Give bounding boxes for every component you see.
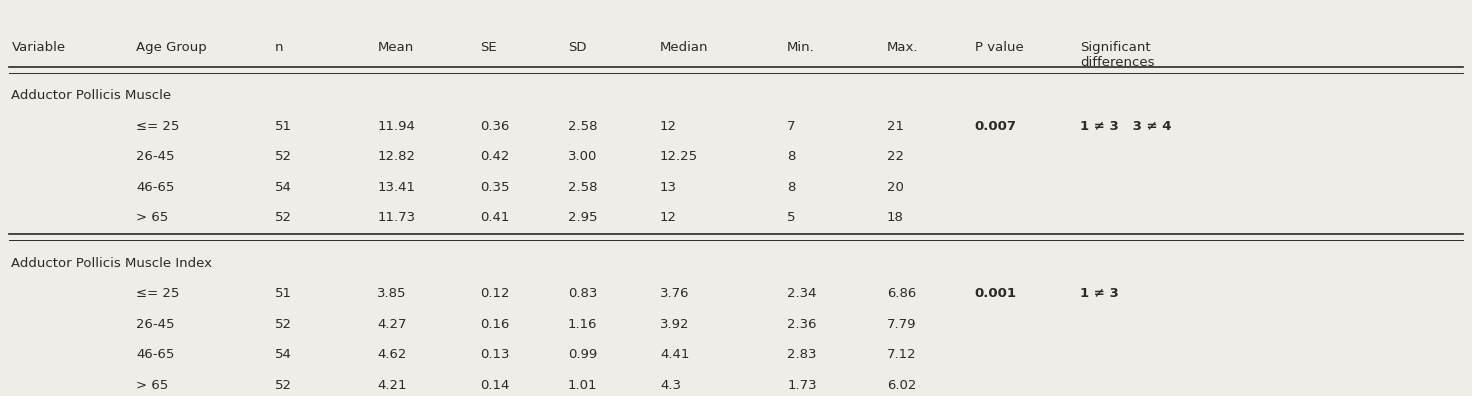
Text: 5: 5 [788,211,796,224]
Text: Min.: Min. [788,41,815,54]
Text: Median: Median [659,41,708,54]
Text: 4.41: 4.41 [659,348,689,361]
Text: 2.34: 2.34 [788,287,817,301]
Text: 7.12: 7.12 [886,348,917,361]
Text: Adductor Pollicis Muscle: Adductor Pollicis Muscle [12,89,172,103]
Text: 0.13: 0.13 [480,348,509,361]
Text: 21: 21 [886,120,904,133]
Text: 2.58: 2.58 [568,120,598,133]
Text: 20: 20 [886,181,904,194]
Text: 1.01: 1.01 [568,379,598,392]
Text: 3.85: 3.85 [377,287,406,301]
Text: P value: P value [974,41,1023,54]
Text: SE: SE [480,41,496,54]
Text: 4.21: 4.21 [377,379,406,392]
Text: > 65: > 65 [135,211,168,224]
Text: 51: 51 [275,287,291,301]
Text: 6.86: 6.86 [886,287,916,301]
Text: 12: 12 [659,211,677,224]
Text: 3.00: 3.00 [568,150,598,163]
Text: 4.27: 4.27 [377,318,406,331]
Text: Mean: Mean [377,41,414,54]
Text: 54: 54 [275,348,291,361]
Text: 7: 7 [788,120,796,133]
Text: 2.83: 2.83 [788,348,817,361]
Text: 51: 51 [275,120,291,133]
Text: 1.16: 1.16 [568,318,598,331]
Text: Significant
differences: Significant differences [1080,41,1154,69]
Text: 4.62: 4.62 [377,348,406,361]
Text: 46-65: 46-65 [135,348,174,361]
Text: 52: 52 [275,318,291,331]
Text: 0.42: 0.42 [480,150,509,163]
Text: Adductor Pollicis Muscle Index: Adductor Pollicis Muscle Index [12,257,212,270]
Text: 7.79: 7.79 [886,318,916,331]
Text: 0.36: 0.36 [480,120,509,133]
Text: Age Group: Age Group [135,41,206,54]
Text: 11.73: 11.73 [377,211,415,224]
Text: 0.16: 0.16 [480,318,509,331]
Text: 13.41: 13.41 [377,181,415,194]
Text: ≤= 25: ≤= 25 [135,287,180,301]
Text: 11.94: 11.94 [377,120,415,133]
Text: 2.58: 2.58 [568,181,598,194]
Text: 13: 13 [659,181,677,194]
Text: SD: SD [568,41,586,54]
Text: 0.14: 0.14 [480,379,509,392]
Text: 3.76: 3.76 [659,287,689,301]
Text: 2.95: 2.95 [568,211,598,224]
Text: 4.3: 4.3 [659,379,682,392]
Text: 0.41: 0.41 [480,211,509,224]
Text: 52: 52 [275,150,291,163]
Text: 8: 8 [788,150,795,163]
Text: 0.35: 0.35 [480,181,509,194]
Text: 0.001: 0.001 [974,287,1017,301]
Text: 12.25: 12.25 [659,150,698,163]
Text: 0.83: 0.83 [568,287,598,301]
Text: 52: 52 [275,211,291,224]
Text: 1.73: 1.73 [788,379,817,392]
Text: 1 ≠ 3: 1 ≠ 3 [1080,287,1119,301]
Text: 46-65: 46-65 [135,181,174,194]
Text: ≤= 25: ≤= 25 [135,120,180,133]
Text: 6.02: 6.02 [886,379,916,392]
Text: 0.007: 0.007 [974,120,1017,133]
Text: 54: 54 [275,181,291,194]
Text: 22: 22 [886,150,904,163]
Text: 3.92: 3.92 [659,318,689,331]
Text: 8: 8 [788,181,795,194]
Text: 1 ≠ 3   3 ≠ 4: 1 ≠ 3 3 ≠ 4 [1080,120,1172,133]
Text: Max.: Max. [886,41,919,54]
Text: 12.82: 12.82 [377,150,415,163]
Text: 2.36: 2.36 [788,318,817,331]
Text: 26-45: 26-45 [135,150,174,163]
Text: 26-45: 26-45 [135,318,174,331]
Text: 12: 12 [659,120,677,133]
Text: > 65: > 65 [135,379,168,392]
Text: 52: 52 [275,379,291,392]
Text: Variable: Variable [12,41,66,54]
Text: 0.12: 0.12 [480,287,509,301]
Text: 18: 18 [886,211,904,224]
Text: n: n [275,41,284,54]
Text: 0.99: 0.99 [568,348,598,361]
